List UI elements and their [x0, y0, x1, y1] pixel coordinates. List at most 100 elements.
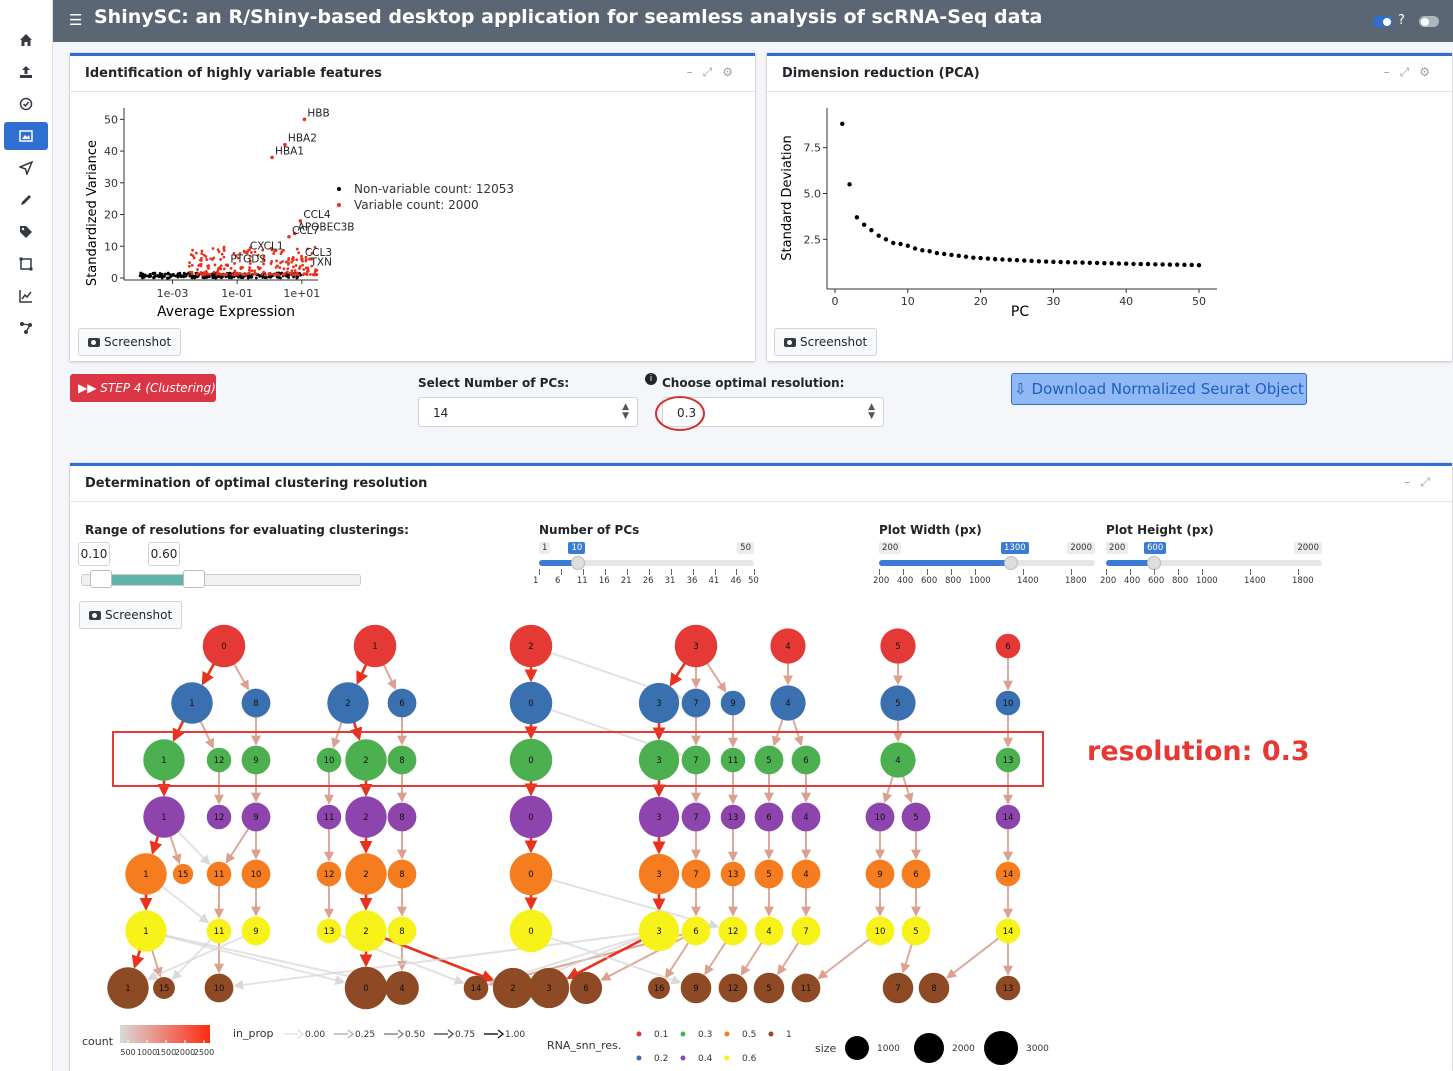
- clustree-node-label: 6: [913, 870, 918, 880]
- card-tools[interactable]: –⤢⚙: [1384, 65, 1440, 80]
- dark-mode-toggle[interactable]: [1373, 16, 1393, 27]
- hvf-screenshot-button[interactable]: Screenshot: [78, 328, 182, 356]
- step4-clustering-button[interactable]: ▶▶ STEP 4 (Clustering): [70, 374, 216, 402]
- collapse-icon[interactable]: –: [1404, 475, 1421, 489]
- image-icon[interactable]: [4, 122, 48, 150]
- hvf-point-variable: [222, 267, 226, 271]
- hvf-point-variable: [262, 270, 266, 274]
- card-tools[interactable]: –⤢: [1404, 475, 1440, 490]
- hvf-point-nonvariable: [164, 272, 167, 276]
- gear-icon[interactable]: ⚙: [722, 65, 743, 79]
- res-spinner-icon[interactable]: ▲ ▼: [868, 402, 875, 421]
- slider-tick: [582, 569, 584, 575]
- clustree-node: [754, 916, 784, 946]
- download-seurat-button[interactable]: ⇩ Download Normalized Seurat Object: [1011, 373, 1307, 405]
- hvf-point-variable: [297, 273, 300, 277]
- clustree-node-label: 7: [895, 984, 900, 994]
- send-icon[interactable]: [4, 154, 48, 182]
- npcs-handle[interactable]: [571, 556, 586, 570]
- hvf-point-nonvariable: [171, 272, 175, 276]
- clustree-node: [718, 973, 748, 1003]
- range-min-input[interactable]: 0.10: [78, 542, 110, 566]
- legend-count-title: count: [82, 1035, 114, 1048]
- clustree-node: [569, 971, 603, 1005]
- pca-point: [1022, 258, 1027, 263]
- pca-ylabel: Standard Deviation: [780, 135, 795, 260]
- plot-width-slider[interactable]: 200 2000 1300 200 400 600 800 1000 1400 1800: [873, 542, 1095, 587]
- clustree-node: [865, 916, 895, 946]
- hvf-point-nonvariable: [277, 276, 281, 279]
- clustree-node: [791, 916, 821, 946]
- clustree-node: [206, 918, 232, 944]
- clustree-node-label: 6: [583, 984, 588, 994]
- transform-icon[interactable]: [4, 250, 48, 278]
- upload-icon[interactable]: [4, 58, 48, 86]
- hvf-point-variable: [302, 272, 306, 276]
- pencil-icon[interactable]: [4, 186, 48, 214]
- home-icon[interactable]: [4, 26, 48, 54]
- plot-height-slider[interactable]: 200 2000 600 200 400 600 800 1000 1400 1800: [1100, 542, 1322, 587]
- npcs-slider[interactable]: 1 50 10 1 6 11 16 21 26 31 36 41 46 50: [533, 542, 759, 587]
- clustree-node: [995, 633, 1021, 659]
- info-icon[interactable]: i: [645, 373, 657, 385]
- hamburger-menu-icon[interactable]: ☰: [69, 11, 83, 29]
- resolution-highlight-box: [112, 731, 1044, 787]
- size-legend-label: 3000: [1026, 1044, 1049, 1054]
- clustree-node: [791, 802, 821, 832]
- hvf-ytick-label: 30: [104, 177, 118, 190]
- tag-icon[interactable]: [4, 218, 48, 246]
- clustree-screenshot-button[interactable]: Screenshot: [79, 601, 183, 629]
- range-slider-low-handle[interactable]: [89, 570, 112, 588]
- maximize-icon[interactable]: ⤢: [702, 65, 723, 79]
- hvf-point-variable: [286, 270, 289, 274]
- clustree-node-label: 3: [693, 642, 698, 652]
- slider-tick: [1154, 569, 1155, 575]
- gear-icon[interactable]: ⚙: [1419, 65, 1440, 79]
- clustree-node-label: 2: [510, 984, 515, 994]
- pcs-spinner-icon[interactable]: ▲ ▼: [622, 402, 629, 421]
- clustree-node: [648, 977, 670, 999]
- clustree-node: [880, 742, 916, 778]
- pw-handle[interactable]: [1004, 556, 1018, 570]
- hvf-gene-label: PTGDS: [230, 253, 266, 265]
- range-max-input[interactable]: 0.60: [148, 542, 180, 566]
- hvf-point-variable: [290, 260, 294, 264]
- card-tools[interactable]: –⤢⚙: [687, 65, 743, 80]
- collapse-icon[interactable]: –: [1383, 65, 1400, 79]
- hvf-screenshot-label: Screenshot: [104, 335, 172, 349]
- pca-xtick-label: 40: [1119, 295, 1133, 308]
- hvf-point-nonvariable: [267, 275, 271, 279]
- hvf-labeled-point: [292, 231, 297, 236]
- ph-bar: [1106, 560, 1322, 566]
- slider-tick: [736, 569, 738, 575]
- hvf-point-variable: [260, 272, 264, 276]
- hvf-point-variable: [249, 254, 252, 258]
- hvf-point-variable: [293, 272, 297, 275]
- pcs-input[interactable]: 14 ▲ ▼: [418, 397, 638, 427]
- pca-point: [1160, 262, 1165, 267]
- check-circle-icon[interactable]: [4, 90, 48, 118]
- range-slider-high-handle[interactable]: [183, 570, 205, 588]
- slider-tick: [1250, 569, 1251, 575]
- collapse-icon[interactable]: –: [686, 65, 703, 79]
- clustree-node: [995, 975, 1021, 1001]
- tree-icon[interactable]: [4, 314, 48, 342]
- clustree-node: [720, 690, 746, 716]
- npcs-value: 10: [568, 542, 586, 554]
- count-tick-label: 500: [120, 1048, 135, 1057]
- range-slider-track[interactable]: [81, 570, 361, 588]
- pca-screenshot-button[interactable]: Screenshot: [774, 328, 878, 356]
- help-icon[interactable]: ?: [1398, 13, 1405, 28]
- line-chart-icon[interactable]: [4, 282, 48, 310]
- pca-point: [971, 255, 976, 260]
- maximize-icon[interactable]: ⤢: [1399, 65, 1420, 79]
- sidebar-toggle[interactable]: [1419, 16, 1439, 27]
- hvf-point-variable: [205, 258, 209, 261]
- clustree-node-label: 9: [730, 699, 735, 709]
- hvf-point-variable: [229, 266, 233, 270]
- clustree-node-label: 13: [324, 927, 335, 937]
- clustree-node-label: 2: [363, 927, 368, 937]
- maximize-icon[interactable]: ⤢: [1420, 475, 1440, 489]
